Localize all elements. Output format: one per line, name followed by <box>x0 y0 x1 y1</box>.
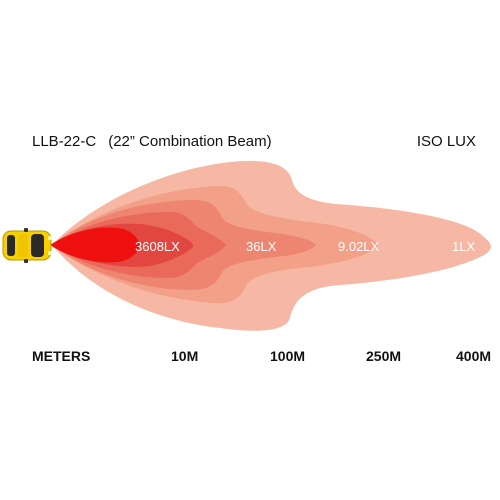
lux-label-1: 1LX <box>452 239 475 254</box>
vehicle-icon <box>3 228 52 263</box>
standard-label: ISO LUX <box>417 133 476 150</box>
beam-pattern-diagram: 3608LX 36LX 9.02LX 1LX <box>0 150 500 340</box>
axis-tick-100m: 100M <box>270 348 305 364</box>
distance-axis: METERS 10M 100M 250M 400M <box>0 348 500 372</box>
lux-label-9: 9.02LX <box>338 239 380 254</box>
axis-tick-250m: 250M <box>366 348 401 364</box>
axis-tick-400m: 400M <box>456 348 491 364</box>
model-label: LLB-22-C <box>32 133 96 150</box>
title-group: LLB-22-C (22” Combination Beam) <box>32 133 272 150</box>
axis-tick-10m: 10M <box>171 348 198 364</box>
beam-name-label: (22” Combination Beam) <box>108 133 271 150</box>
axis-unit-label: METERS <box>32 348 90 364</box>
lux-label-36: 36LX <box>246 239 277 254</box>
lux-label-3608: 3608LX <box>135 239 180 254</box>
